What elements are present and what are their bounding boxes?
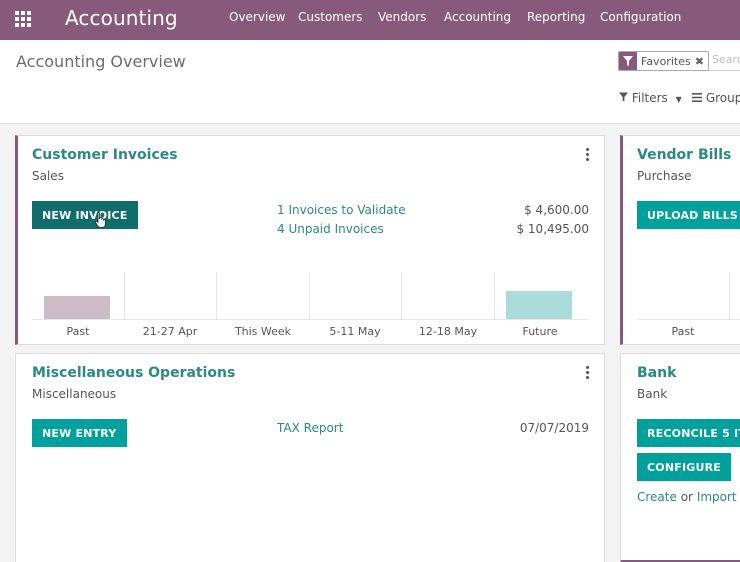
unpaid-invoices-link[interactable]: 4 Unpaid Invoices: [277, 222, 384, 236]
graph-label: This Week: [234, 325, 292, 338]
invoice-graph[interactable]: Past 21-27 Apr This Week 5-11 May 12-18 …: [32, 272, 588, 338]
graph-label: Past: [66, 325, 90, 338]
card-title[interactable]: Customer Invoices: [32, 147, 178, 163]
configure-button[interactable]: CONFIGURE: [637, 453, 731, 481]
page-title: Accounting Overview: [16, 52, 186, 71]
filters-button[interactable]: Filters ▼: [619, 91, 682, 105]
card-subtitle: Purchase: [637, 169, 692, 183]
card-title[interactable]: Vendor Bills: [637, 147, 732, 163]
graph-label: 21-27 Apr: [142, 325, 198, 338]
list-icon: [692, 91, 706, 105]
caret-down-icon: ▼: [675, 95, 682, 104]
nav-overview[interactable]: Overview: [229, 10, 286, 24]
kebab-menu-icon[interactable]: [586, 366, 590, 381]
card-title[interactable]: Miscellaneous Operations: [32, 365, 236, 381]
import-statement-link[interactable]: Import S: [696, 490, 740, 504]
tax-report-date: 07/07/2019: [519, 421, 589, 435]
nav-reporting[interactable]: Reporting: [527, 10, 586, 24]
card-subtitle: Miscellaneous: [32, 387, 117, 401]
card-subtitle: Sales: [32, 169, 64, 183]
filter-icon: [619, 52, 637, 70]
unpaid-invoices-amount: $ 10,495.00: [516, 222, 589, 236]
graph-label: 5-11 May: [329, 325, 381, 338]
reconcile-items-button[interactable]: RECONCILE 5 ITE: [637, 419, 740, 447]
graph-bar-future[interactable]: [506, 291, 572, 319]
groupby-label: Group: [705, 91, 740, 105]
search-facet-favorites[interactable]: Favorites ✖: [618, 51, 709, 71]
bills-graph[interactable]: Past: [637, 272, 740, 338]
create-link[interactable]: Create: [637, 490, 677, 504]
nav-accounting[interactable]: Accounting: [444, 10, 512, 24]
search-input[interactable]: Searc: [712, 53, 740, 66]
kebab-menu-icon[interactable]: [586, 148, 590, 163]
graph-bar-past[interactable]: [44, 296, 110, 319]
nav-vendors[interactable]: Vendors: [378, 10, 427, 24]
tax-report-link[interactable]: TAX Report: [277, 421, 344, 435]
create-or-import-row: Create or Import S: [637, 490, 740, 504]
card-subtitle: Bank: [637, 387, 668, 401]
filters-label: Filters: [631, 91, 668, 105]
search-underline: [708, 70, 740, 71]
journal-card-misc-operations: Miscellaneous Operations Miscellaneous N…: [15, 353, 605, 562]
nav-configuration[interactable]: Configuration: [600, 10, 682, 24]
hand-cursor-icon: [95, 212, 107, 228]
journal-card-bank: Bank Bank RECONCILE 5 ITE CONFIGURE Crea…: [620, 353, 740, 562]
apps-grid-icon[interactable]: [15, 11, 33, 29]
invoices-to-validate-amount: $ 4,600.00: [524, 203, 589, 217]
or-text: or: [680, 490, 693, 504]
card-title[interactable]: Bank: [637, 365, 677, 381]
new-invoice-button[interactable]: NEW INVOICE: [32, 201, 138, 229]
control-panel: Accounting Overview Favorites ✖ Searc Fi…: [0, 40, 740, 124]
upload-bills-button[interactable]: UPLOAD BILLS: [637, 201, 740, 229]
new-entry-button[interactable]: NEW ENTRY: [32, 419, 127, 447]
graph-label: Future: [522, 325, 558, 338]
top-navbar: Accounting Overview Customers Vendors Ac…: [0, 0, 740, 40]
invoices-to-validate-link[interactable]: 1 Invoices to Validate: [277, 203, 406, 217]
graph-label: Past: [671, 325, 695, 338]
journal-card-customer-invoices: Customer Invoices Sales NEW INVOICE 1 In…: [15, 135, 605, 345]
nav-customers[interactable]: Customers: [298, 10, 363, 24]
close-icon[interactable]: ✖: [694, 54, 704, 68]
graph-label: 12-18 May: [418, 325, 478, 338]
groupby-button[interactable]: Group: [692, 91, 740, 105]
filter-icon: [619, 91, 632, 105]
journal-card-vendor-bills: Vendor Bills Purchase UPLOAD BILLS Past: [620, 135, 740, 345]
facet-label: Favorites: [641, 54, 691, 68]
app-title[interactable]: Accounting: [65, 6, 178, 30]
